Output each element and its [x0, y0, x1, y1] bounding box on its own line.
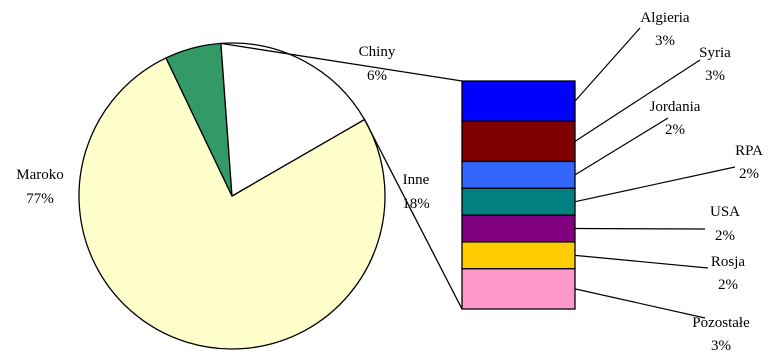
pie-label-name-inne: Inne [403, 172, 430, 188]
pie [79, 43, 385, 349]
bar-segment-pozostale [462, 269, 575, 309]
label-value-usa: 2% [715, 228, 735, 244]
label-value-rpa: 2% [739, 166, 759, 182]
leader-line-algieria [575, 28, 640, 101]
label-name-rpa: RPA [735, 143, 763, 159]
label-name-jordania: Jordania [650, 99, 701, 115]
bar-segment-jordania [462, 161, 575, 188]
pie-label-name-maroko: Maroko [16, 167, 64, 183]
label-name-algieria: Algieria [640, 10, 689, 26]
breakdown-bar [462, 81, 575, 309]
label-name-pozostale: Pozostałe [692, 315, 750, 331]
bar-segment-algieria [462, 81, 575, 121]
pie-label-value-inne: 18% [402, 196, 430, 212]
label-value-algieria: 3% [655, 33, 675, 49]
label-name-rosja: Rosja [711, 254, 746, 270]
label-name-syria: Syria [699, 45, 731, 61]
bar-segment-usa [462, 215, 575, 242]
pie-label-value-maroko: 77% [26, 191, 54, 207]
pie-label-name-chiny: Chiny [359, 44, 396, 60]
bar-segment-rosja [462, 242, 575, 269]
label-name-usa: USA [710, 204, 740, 220]
leader-line-rosja [575, 255, 708, 268]
bar-segment-rpa [462, 188, 575, 215]
label-value-jordania: 2% [665, 122, 685, 138]
label-value-pozostale: 3% [711, 338, 731, 354]
leader-line-jordania [575, 118, 668, 175]
pie-label-value-chiny: 6% [367, 68, 387, 84]
leader-line-pozostale [575, 289, 705, 318]
label-value-syria: 3% [705, 68, 725, 84]
label-value-rosja: 2% [718, 277, 738, 293]
leader-line-rpa [575, 167, 735, 202]
bar-segment-syria [462, 121, 575, 161]
